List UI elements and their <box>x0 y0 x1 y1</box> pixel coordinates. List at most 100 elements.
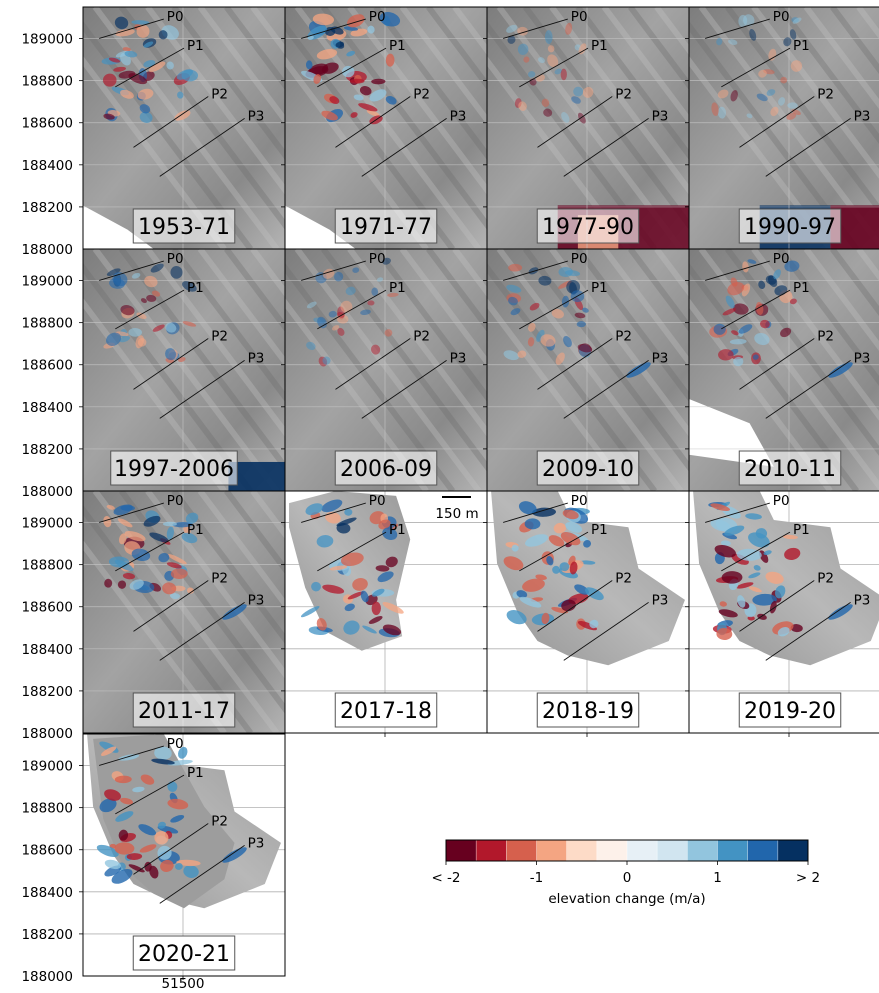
profile-label-P2: P2 <box>413 329 430 345</box>
terrain-ridge <box>294 249 482 491</box>
elevation-change-patch <box>752 593 777 606</box>
terrain-ridge <box>751 7 879 179</box>
elevation-change-patch <box>720 540 731 546</box>
elevation-change-patch <box>713 323 726 335</box>
elevation-change-patch <box>160 859 174 872</box>
elevation-change-patch <box>149 532 169 543</box>
elevation-change-patch <box>118 829 129 841</box>
y-tick-label: 188400 <box>21 642 73 658</box>
profile-line-P1 <box>115 289 185 330</box>
terrain-ridge <box>373 249 487 402</box>
elevation-change-patch <box>385 95 397 105</box>
elevation-change-patch <box>787 102 798 109</box>
elevation-change-patch <box>828 604 853 620</box>
elevation-change-patch <box>773 269 781 280</box>
profile-line-P3 <box>765 359 851 419</box>
elevation-change-patch <box>558 267 573 277</box>
elevation-change-patch <box>316 535 334 548</box>
period-label: 2006-09 <box>340 457 432 482</box>
terrain-ridge <box>171 7 285 160</box>
colorbar-bin <box>717 840 748 861</box>
y-tick-label: 188200 <box>21 684 73 700</box>
colorbar-bin <box>476 840 507 861</box>
period-label: 2017-18 <box>340 699 432 724</box>
elevation-change-patch <box>719 601 727 607</box>
elevation-change-patch <box>582 307 589 313</box>
elevation-change-patch <box>385 556 398 568</box>
elevation-change-patch <box>626 362 651 378</box>
elevation-change-patch <box>828 362 853 378</box>
elevation-change-patch <box>382 624 402 636</box>
elevation-change-patch <box>177 91 184 99</box>
period-label-box <box>334 208 438 244</box>
elevation-change-patch <box>769 600 777 614</box>
profile-label-P2: P2 <box>211 571 228 587</box>
period-label: 1990-97 <box>744 215 836 240</box>
period-label: 2011-17 <box>138 699 230 724</box>
profile-line-P0 <box>99 502 164 523</box>
terrain-ridge <box>197 491 285 609</box>
period-label: 1971-77 <box>340 215 432 240</box>
elevation-change-patch <box>578 112 586 124</box>
elevation-change-patch <box>758 69 767 78</box>
elevation-change-patch <box>321 110 338 121</box>
elevation-change-patch <box>335 41 345 48</box>
terrain-ridge <box>145 7 285 195</box>
elevation-change-patch <box>136 24 150 38</box>
elevation-change-patch <box>117 580 127 589</box>
terrain-ridge <box>803 7 879 109</box>
elevation-change-patch <box>340 300 353 313</box>
elevation-change-patch <box>516 590 528 598</box>
terrain-ridge <box>601 249 689 367</box>
elevation-change-patch <box>360 590 369 603</box>
profile-line-P3 <box>361 359 447 419</box>
elevation-change-patch <box>358 103 378 112</box>
period-label-box <box>536 692 640 728</box>
elevation-change-patch <box>577 344 593 353</box>
elevation-change-patch <box>757 613 767 620</box>
elevation-change-patch <box>104 859 121 870</box>
terrain-ridge <box>452 7 487 56</box>
profile-label-P1: P1 <box>389 38 406 54</box>
elevation-change-patch <box>379 12 401 27</box>
elevation-change-patch <box>731 330 739 336</box>
profile-line-P3 <box>361 117 447 177</box>
elevation-change-patch <box>104 789 121 801</box>
profile-line-P3 <box>159 359 245 419</box>
terrain-ridge <box>92 491 280 733</box>
profile-line-P3 <box>159 117 245 177</box>
elevation-change-patch <box>111 869 133 884</box>
profile-label-P0: P0 <box>167 736 184 752</box>
terrain-ridge <box>320 249 487 472</box>
elevation-change-patch <box>780 76 788 84</box>
elevation-change-patch <box>321 62 339 74</box>
y-tick-label: 188800 <box>21 74 73 90</box>
elevation-change-patch <box>108 57 121 63</box>
elevation-change-patch <box>331 325 340 331</box>
profile-line-P0 <box>99 260 164 281</box>
elevation-change-patch <box>574 312 586 319</box>
elevation-change-patch <box>172 521 193 528</box>
profile-label-P3: P3 <box>652 350 669 366</box>
elevation-change-patch <box>170 814 185 823</box>
elevation-change-patch <box>152 324 165 332</box>
elevation-change-patch <box>782 534 798 540</box>
elevation-change-patch <box>178 746 188 759</box>
elevation-change-patch <box>162 521 177 527</box>
terrain-ridge <box>575 7 689 160</box>
elevation-change-patch <box>731 553 749 565</box>
elevation-change-patch <box>382 257 391 265</box>
profile-line-P0 <box>301 502 366 523</box>
elevation-change-patch <box>766 89 776 96</box>
profile-line-P0 <box>503 260 568 281</box>
period-label-box <box>132 935 236 971</box>
elevation-change-patch <box>167 759 193 766</box>
elevation-change-patch <box>371 78 386 85</box>
elevation-change-patch <box>106 504 115 510</box>
elevation-change-patch <box>742 14 755 27</box>
elevation-change-patch <box>756 93 768 102</box>
elevation-change-patch <box>774 585 786 599</box>
elevation-change-patch <box>519 596 542 608</box>
profile-label-P3: P3 <box>248 592 265 608</box>
elevation-change-patch <box>158 553 170 563</box>
